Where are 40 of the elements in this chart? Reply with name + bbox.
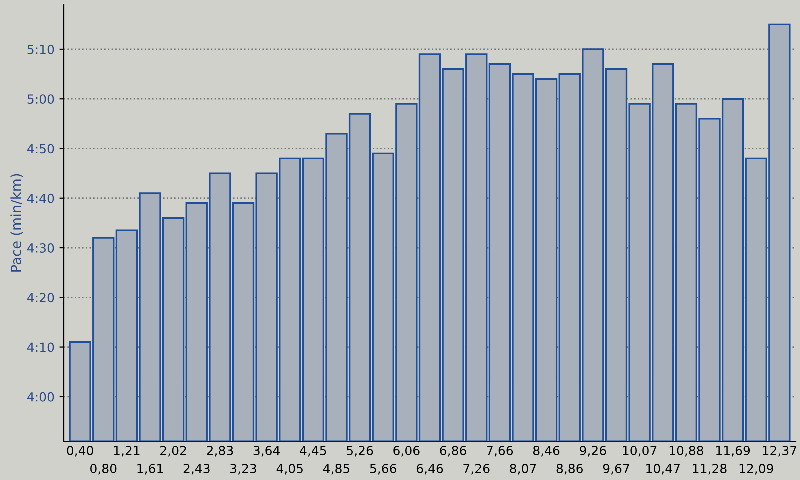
y-tick-label: 5:10 (28, 44, 54, 54)
x-tick-label: 2,83 (207, 446, 234, 457)
x-tick-label: 6,86 (440, 446, 466, 457)
x-tick-label: 3,23 (230, 464, 256, 475)
x-tick-label: 3,64 (254, 446, 280, 457)
x-tick-label: 9,26 (580, 446, 606, 457)
y-tick-label: 5:00 (28, 94, 54, 104)
x-tick-label: 8,07 (510, 464, 536, 475)
x-tick-label: 8,86 (556, 464, 583, 475)
x-tick-label: 4,45 (300, 446, 326, 457)
x-tick-label: 0,40 (67, 446, 94, 457)
x-tick-label: 4,85 (323, 464, 350, 475)
x-tick-label: 12,37 (763, 446, 797, 457)
x-tick-label: 7,66 (487, 446, 514, 457)
x-tick-label: 10,07 (623, 446, 657, 457)
y-axis-title: Pace (min/km) (10, 174, 24, 272)
x-tick-label: 1,61 (138, 464, 164, 475)
x-tick-label: 2,43 (184, 464, 210, 475)
x-tick-label: 10,47 (646, 464, 680, 475)
y-tick-label: 4:10 (28, 342, 54, 352)
x-tick-label: 6,06 (394, 446, 420, 457)
y-tick-label: 4:30 (28, 243, 54, 253)
x-tick-label: 2,02 (160, 446, 186, 457)
x-tick-label: 4,05 (276, 464, 303, 475)
x-tick-label: 11,28 (693, 464, 727, 475)
x-tick-label: 1,21 (114, 446, 140, 457)
x-tick-label: 12,09 (740, 464, 774, 475)
x-tick-label: 9,67 (603, 464, 630, 475)
x-tick-label: 6,46 (416, 464, 444, 475)
x-tick-label: 10,88 (670, 446, 704, 457)
y-tick-label: 4:00 (28, 392, 54, 402)
x-tick-label: 0,80 (90, 464, 117, 475)
x-tick-label: 5,66 (370, 464, 397, 475)
y-tick-label: 4:20 (28, 293, 54, 303)
x-tick-label: 5,26 (347, 446, 374, 457)
y-tick-label: 4:50 (28, 144, 54, 154)
x-tick-label: 11,69 (716, 446, 750, 457)
y-tick-label: 4:40 (28, 194, 54, 204)
x-tick-label: 8,46 (533, 446, 560, 457)
x-tick-label: 7,26 (464, 464, 490, 475)
